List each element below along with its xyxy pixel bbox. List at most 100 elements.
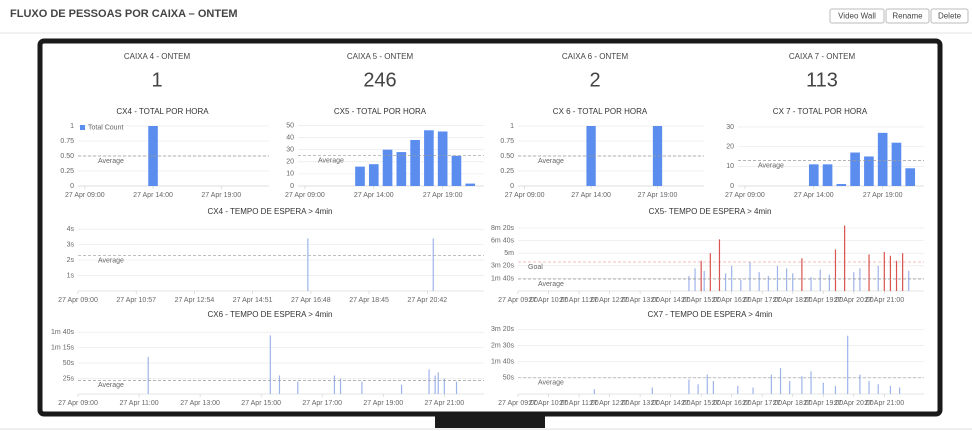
x-tick-label: 27 Apr 09:00: [58, 297, 98, 304]
stat-value: 246: [363, 69, 396, 91]
chart-title: CX 7 - TOTAL POR HORA: [773, 107, 868, 116]
y-tick-label: 10: [286, 171, 294, 178]
x-tick-label: 27 Apr 14:00: [651, 400, 691, 407]
bar: [864, 156, 874, 186]
y-tick-label: 1m 40s: [51, 329, 74, 336]
button[interactable]: Rename: [885, 8, 930, 24]
y-tick-label: 0.50: [500, 153, 514, 160]
y-tick-label: 20: [286, 159, 294, 166]
bar: [355, 166, 365, 186]
x-tick-label: 27 Apr 19:00: [803, 400, 843, 407]
average-label: Average: [98, 382, 124, 389]
x-tick-label: 27 Apr 17:00: [302, 400, 342, 407]
x-tick-label: 27 Apr 16:48: [291, 297, 331, 304]
bar: [410, 139, 420, 186]
y-tick-label: 6m 40s: [491, 237, 514, 244]
y-tick-label: 40: [286, 134, 294, 141]
y-tick-label: 8m 20s: [491, 225, 514, 232]
x-tick-label: 27 Apr 09:00: [505, 192, 545, 199]
chart-title: CX6 - TEMPO DE ESPERA > 4min: [207, 310, 332, 319]
average-label: Average: [98, 158, 124, 165]
x-tick-label: 27 Apr 10:00: [529, 297, 569, 304]
y-tick-label: 1: [510, 123, 514, 130]
bar: [808, 164, 819, 186]
y-tick-label: 0.50: [60, 153, 74, 160]
x-tick-label: 27 Apr 14:00: [133, 192, 173, 199]
stat-value: 113: [806, 69, 838, 91]
x-tick-label: 27 Apr 09:00: [58, 400, 98, 407]
y-tick-label: 1: [70, 123, 74, 130]
stat-title: CAIXA 5 - ONTEM: [347, 52, 414, 61]
y-tick-label: 2s: [67, 257, 75, 264]
bar: [437, 131, 448, 186]
y-tick-label: 30: [286, 146, 294, 153]
y-tick-label: 0: [70, 183, 74, 190]
x-tick-label: 27 Apr 15:00: [681, 400, 721, 407]
y-tick-label: 50: [286, 122, 294, 129]
chart-title: CX7 - TEMPO DE ESPERA > 4min: [647, 310, 772, 319]
x-tick-label: 27 Apr 20:00: [834, 297, 874, 304]
button-label[interactable]: Video Wall: [838, 12, 876, 21]
x-tick-label: 27 Apr 21:00: [424, 400, 464, 407]
bar: [905, 168, 916, 186]
average-label: Average: [758, 162, 784, 169]
goal-label: Goal: [528, 264, 543, 271]
monitor-stand: [435, 416, 545, 428]
page-title: FLUXO DE PESSOAS POR CAIXA – ONTEM: [10, 8, 238, 20]
bar: [382, 149, 393, 186]
x-tick-label: 27 Apr 21:00: [864, 297, 904, 304]
average-label: Average: [318, 158, 344, 165]
x-tick-label: 27 Apr 19:00: [863, 192, 903, 199]
button-frame[interactable]: [829, 8, 885, 24]
bar: [451, 155, 462, 186]
y-tick-label: 3s: [67, 241, 75, 248]
x-tick-label: 27 Apr 14:00: [794, 192, 834, 199]
x-tick-label: 27 Apr 12:00: [590, 400, 630, 407]
x-tick-label: 27 Apr 18:45: [349, 297, 389, 304]
y-tick-label: 0: [510, 183, 514, 190]
y-tick-label: 2m 30s: [491, 342, 514, 349]
chart-title: CX5 - TOTAL POR HORA: [334, 107, 427, 116]
x-tick-label: 27 Apr 14:51: [233, 297, 273, 304]
bar: [652, 126, 663, 186]
y-tick-label: 0.25: [500, 168, 514, 175]
button-frame[interactable]: [885, 8, 930, 24]
x-tick-label: 27 Apr 11:00: [559, 297, 598, 304]
x-tick-label: 27 Apr 13:00: [180, 400, 220, 407]
average-label: Average: [538, 158, 564, 165]
y-tick-label: 20: [726, 143, 734, 150]
stat-title: CAIXA 4 - ONTEM: [124, 52, 191, 61]
chart-title: CX 6 - TOTAL POR HORA: [553, 107, 648, 116]
legend-label: Total Count: [88, 124, 123, 131]
bar: [836, 184, 847, 186]
x-tick-label: 27 Apr 19:00: [803, 297, 843, 304]
button-frame[interactable]: [930, 8, 969, 24]
bar: [850, 152, 860, 186]
x-tick-label: 27 Apr 12:00: [590, 297, 630, 304]
x-tick-label: 27 Apr 17:00: [742, 400, 782, 407]
y-tick-label: 0.75: [60, 138, 74, 145]
button-label[interactable]: Rename: [892, 12, 923, 21]
chart-title: CX5- TEMPO DE ESPERA > 4min: [649, 207, 772, 216]
button[interactable]: Video Wall: [829, 8, 885, 24]
x-tick-label: 27 Apr 12:54: [175, 297, 215, 304]
y-tick-label: 30: [726, 124, 734, 131]
x-tick-label: 27 Apr 16:00: [712, 297, 752, 304]
x-tick-label: 27 Apr 14:00: [354, 192, 394, 199]
x-tick-label: 27 Apr 10:00: [529, 400, 569, 407]
y-tick-label: 1s: [67, 272, 75, 279]
x-tick-label: 27 Apr 09:00: [498, 400, 538, 407]
y-tick-label: 3m 20s: [491, 263, 514, 270]
y-tick-label: 25s: [63, 375, 75, 382]
y-tick-label: 1m 15s: [51, 344, 74, 351]
button-label[interactable]: Delete: [938, 12, 962, 21]
x-tick-label: 27 Apr 19:00: [201, 192, 241, 199]
chart-title: CX4 - TEMPO DE ESPERA > 4min: [207, 207, 332, 216]
y-tick-label: 3m 20s: [491, 326, 514, 333]
x-tick-label: 27 Apr 14:00: [571, 192, 611, 199]
stat-value: 1: [151, 69, 162, 91]
x-tick-label: 27 Apr 17:00: [742, 297, 782, 304]
button[interactable]: Delete: [930, 8, 969, 24]
